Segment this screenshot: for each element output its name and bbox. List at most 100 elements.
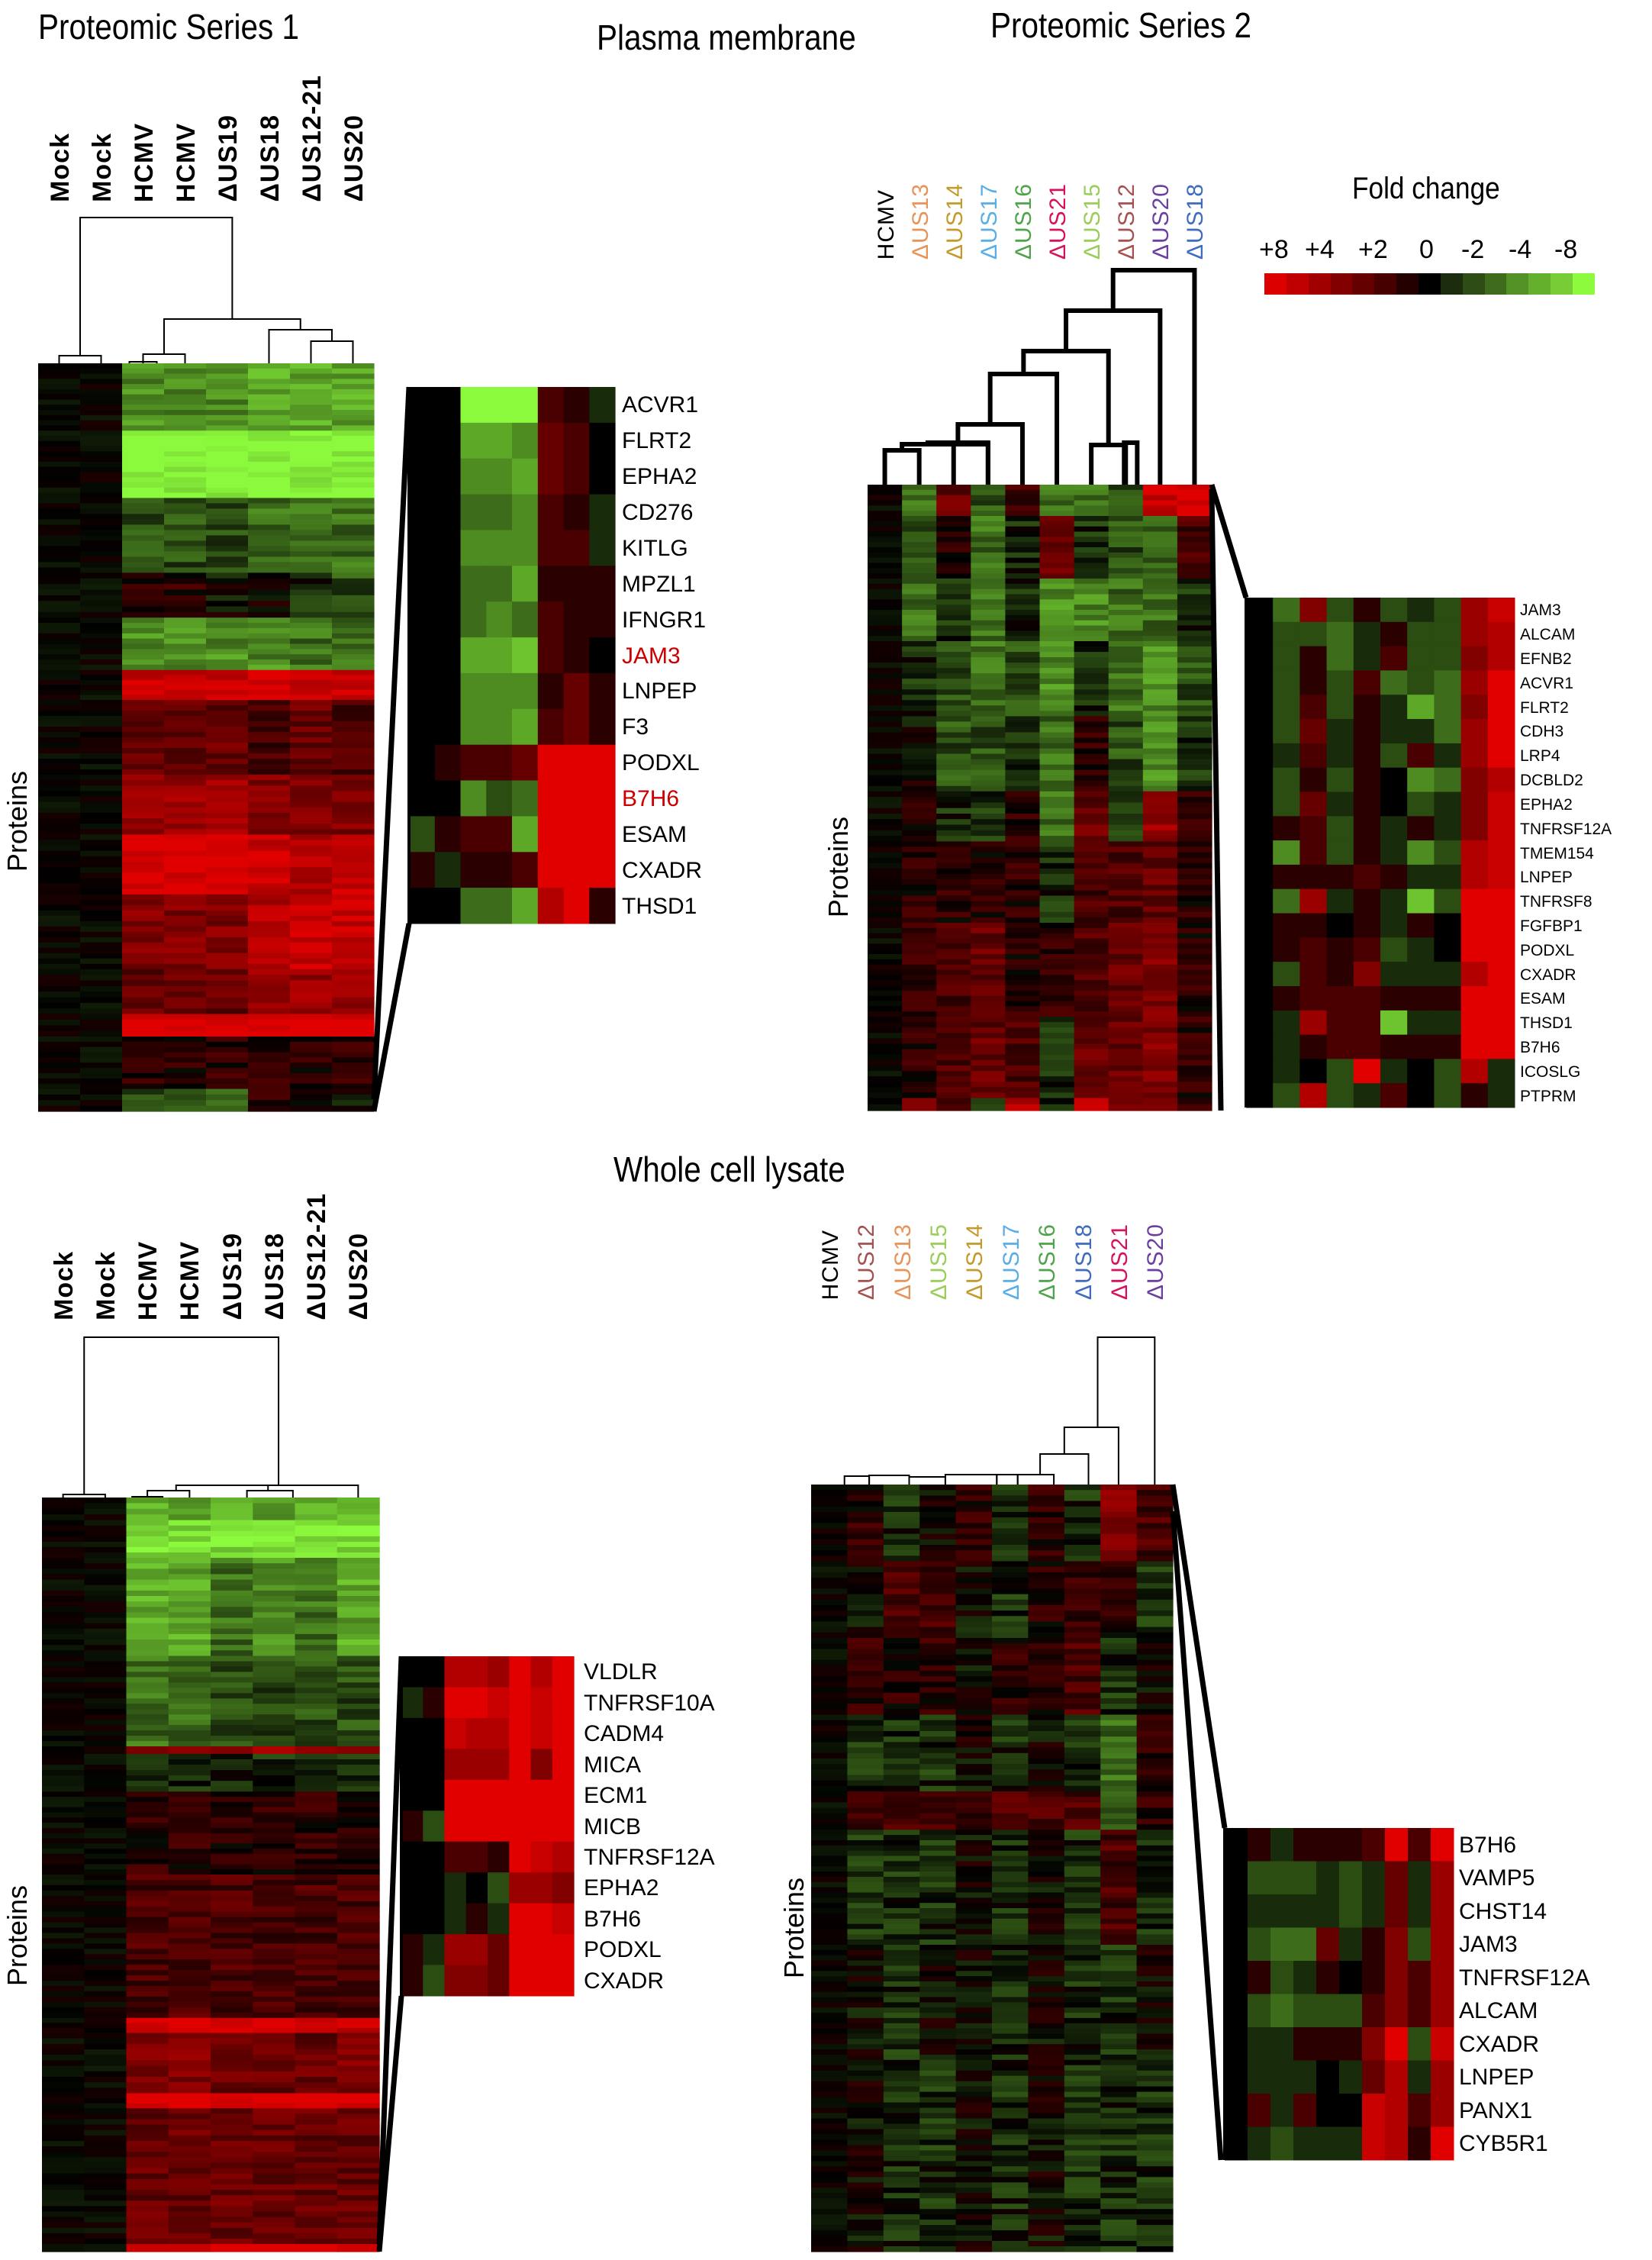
heatmap-cell (211, 1688, 253, 1694)
heatmap-cell (847, 1588, 884, 1595)
zoom-heatmap-cell (1460, 864, 1489, 890)
heatmap-cell (1142, 748, 1178, 755)
heatmap-cell (84, 2173, 127, 2180)
heatmap-cell (1005, 485, 1041, 491)
heatmap-cell (248, 883, 291, 890)
heatmap-cell (1100, 1485, 1138, 1491)
heatmap-cell (1136, 1752, 1174, 1759)
heatmap-cell (332, 675, 375, 681)
gene-label: PODXL (1520, 941, 1575, 959)
heatmap-cell (38, 562, 81, 568)
heatmap-cell (936, 890, 971, 897)
heatmap-cell (80, 420, 123, 426)
heatmap-cell (290, 1002, 333, 1009)
heatmap-cell (206, 969, 249, 975)
heatmap-cell (42, 1596, 85, 1602)
heatmap-cell (295, 2206, 338, 2212)
heatmap-cell (1100, 1769, 1138, 1776)
heatmap-cell (253, 1720, 296, 1726)
heatmap-cell (164, 732, 207, 738)
heatmap-cell (868, 500, 903, 506)
heatmap-cell (164, 451, 207, 457)
heatmap-cell (1039, 748, 1075, 755)
heatmap-cell (1028, 1742, 1065, 1749)
heatmap-cell (1005, 769, 1041, 776)
heatmap-cell (42, 2124, 85, 2131)
heatmap-cell (248, 801, 291, 808)
heatmap-cell (290, 425, 333, 431)
heatmap-cell (902, 588, 937, 595)
heatmap-cell (1100, 1855, 1138, 1862)
heatmap-cell (1142, 990, 1178, 997)
heatmap-cell (332, 410, 375, 416)
heatmap-cell (811, 1855, 848, 1862)
heatmap-cell (248, 732, 291, 738)
heatmap-cell (122, 440, 165, 447)
zoom-heatmap-cell (1353, 864, 1381, 890)
heatmap-cell (84, 1843, 127, 1849)
heatmap-cell (295, 2244, 338, 2252)
heatmap-cell (847, 1649, 884, 1656)
zoom-heatmap-cell (1434, 1034, 1462, 1059)
heatmap-cell (206, 530, 249, 536)
heatmap-cell (332, 1078, 375, 1085)
heatmap-cell (1177, 857, 1212, 864)
heatmap-cell (902, 663, 937, 669)
heatmap-cell (1136, 1923, 1174, 1930)
heatmap-cell (1136, 1934, 1174, 1940)
heatmap-cell (337, 1986, 380, 1992)
zoom-heatmap-cell (1326, 840, 1354, 866)
heatmap-cell (1074, 802, 1109, 809)
heatmap-cell (955, 1517, 993, 1523)
heatmap-cell (206, 633, 249, 640)
heatmap-cell (168, 1508, 211, 1515)
heatmap-cell (164, 1095, 207, 1101)
heatmap-cell (126, 1875, 169, 1881)
heatmap-cell (936, 933, 971, 940)
heatmap-cell (1108, 1104, 1144, 1111)
heatmap-cell (337, 1807, 380, 1813)
heatmap-cell (1136, 1797, 1174, 1803)
heatmap-cell (1108, 743, 1144, 750)
heatmap-cell (38, 1052, 81, 1059)
heatmap-cell (337, 2141, 380, 2147)
heatmap-cell (84, 1917, 127, 1923)
zoom-heatmap-cell (1434, 1059, 1462, 1084)
heatmap-cell (42, 2178, 85, 2185)
heatmap-cell (919, 1775, 957, 1781)
heatmap-cell (80, 872, 123, 879)
heatmap-cell (868, 620, 903, 627)
zoom-heatmap-cell (537, 387, 565, 424)
heatmap-cell (337, 1753, 380, 1760)
zoom-heatmap-cell (1299, 767, 1328, 792)
heatmap-cell (211, 1563, 253, 1569)
heatmap-cell (164, 595, 207, 601)
heatmap-cell (1028, 1913, 1065, 1920)
heatmap-cell (126, 2055, 169, 2061)
heatmap-cell (868, 753, 903, 760)
heatmap-cell (936, 852, 971, 859)
heatmap-cell (1142, 980, 1178, 986)
heatmap-cell (206, 807, 249, 814)
heatmap-cell (868, 927, 903, 934)
heatmap-cell (290, 700, 333, 706)
heatmap-cell (42, 2168, 85, 2175)
heatmap-cell (936, 588, 971, 595)
heatmap-cell (290, 888, 333, 895)
heatmap-cell (248, 700, 291, 706)
heatmap-cell (164, 872, 207, 879)
heatmap-cell (902, 737, 937, 744)
zoom-heatmap-cell (1407, 767, 1435, 792)
zoom-heatmap-cell (423, 1965, 446, 1997)
heatmap-cell (80, 567, 123, 573)
heatmap-cell (337, 2098, 380, 2104)
heatmap-cell (295, 1563, 338, 1569)
heatmap-cell (122, 1088, 165, 1095)
heatmap-cell (211, 1574, 253, 1581)
heatmap-cell (902, 1038, 937, 1045)
heatmap-cell (168, 1639, 211, 1646)
heatmap-cell (248, 867, 291, 873)
heatmap-cell (1100, 1550, 1138, 1556)
heatmap-cell (80, 748, 123, 754)
heatmap-cell (883, 1971, 920, 1977)
